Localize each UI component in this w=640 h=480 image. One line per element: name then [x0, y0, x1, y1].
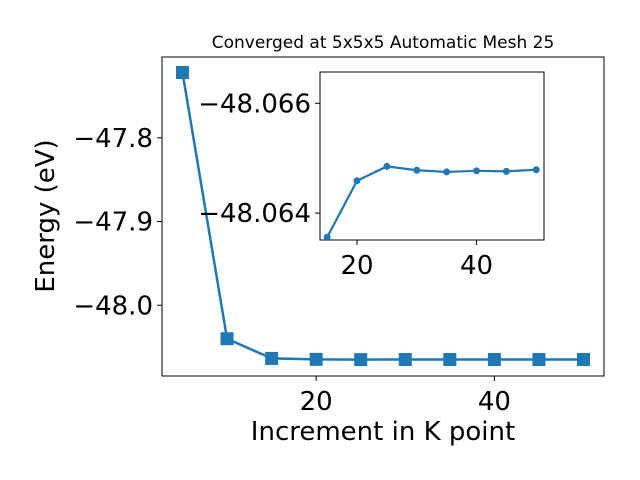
series-group	[323, 162, 540, 240]
series-line	[326, 165, 537, 238]
x-tick-label: 40	[460, 251, 493, 281]
data-point	[354, 353, 368, 367]
y-tick-label: −48.064	[198, 199, 311, 229]
y-tick-label: −48.066	[198, 89, 311, 119]
data-point	[353, 177, 361, 185]
data-point	[309, 352, 323, 366]
y-tick-label: −47.9	[73, 208, 153, 238]
x-tick-label: 20	[300, 387, 333, 417]
data-point	[532, 166, 540, 174]
inset-plot-frame	[319, 71, 545, 241]
main-x-axis-label: Increment in K point	[251, 417, 515, 447]
inset-series-energy	[323, 162, 540, 240]
main-x-ticks: 20 40	[300, 376, 511, 417]
data-point	[577, 353, 591, 367]
inset-y-ticks: −48.066 −48.064	[198, 89, 320, 229]
main-y-ticks: −47.8 −47.9 −48.0	[73, 124, 162, 321]
series-line	[181, 72, 584, 361]
data-point	[443, 353, 457, 367]
inset-background	[320, 72, 544, 240]
y-tick-label: −48.0	[73, 291, 153, 321]
y-tick-label: −47.8	[73, 124, 153, 154]
main-plot-frame	[161, 56, 605, 377]
data-point	[265, 351, 279, 365]
data-point	[175, 65, 189, 79]
main-y-axis-label: Energy (eV)	[31, 139, 61, 292]
data-point	[323, 233, 331, 240]
main-axes: Converged at 5x5x5 Automatic Mesh 25 −47…	[31, 33, 605, 447]
data-point	[502, 167, 510, 175]
x-tick-label: 40	[478, 387, 511, 417]
data-point	[383, 162, 391, 170]
inset-x-ticks: 20 40	[340, 240, 493, 281]
data-point	[220, 332, 234, 346]
main-chart-title: Converged at 5x5x5 Automatic Mesh 25	[212, 33, 555, 53]
x-tick-label: 20	[340, 251, 373, 281]
data-point	[473, 167, 481, 175]
main-series-energy	[175, 65, 591, 367]
data-point	[443, 168, 451, 176]
data-point	[487, 353, 501, 367]
data-point	[532, 353, 546, 367]
series-group	[175, 65, 591, 367]
inset-axes: −48.066−48.064 20 40	[198, 71, 545, 281]
data-point	[413, 166, 421, 174]
data-point	[398, 353, 412, 367]
